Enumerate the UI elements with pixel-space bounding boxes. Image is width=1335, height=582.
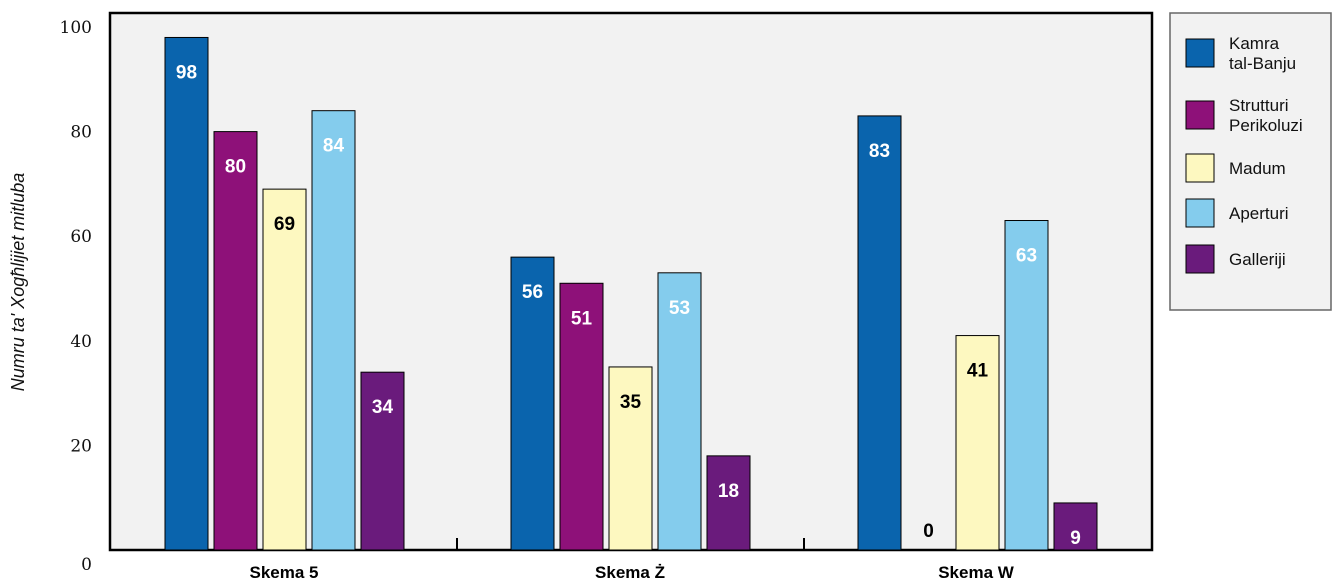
data-label: 18 <box>718 481 739 502</box>
y-axis-label: Numru ta' Xogħlijiet mitluba <box>8 173 28 392</box>
data-label: 63 <box>1016 246 1037 267</box>
bar <box>510 256 555 551</box>
y-tick-label: 20 <box>70 436 92 456</box>
legend-label: Perikoluzi <box>1229 116 1303 135</box>
legend-swatch <box>1185 100 1215 130</box>
y-tick-label: 80 <box>70 123 92 143</box>
bar <box>262 188 307 551</box>
data-label: 9 <box>1070 528 1081 549</box>
legend-label: Strutturi <box>1229 96 1289 115</box>
y-tick-label: 100 <box>60 18 92 38</box>
bar <box>1004 220 1049 551</box>
legend-swatch <box>1185 244 1215 274</box>
legend-swatch <box>1185 198 1215 228</box>
bar <box>164 36 209 551</box>
data-label: 56 <box>522 282 543 303</box>
data-label: 53 <box>669 298 690 319</box>
x-category-label: Skema 5 <box>250 563 319 582</box>
legend-label: tal-Banju <box>1229 54 1296 73</box>
bar <box>311 110 356 551</box>
bar <box>559 282 604 551</box>
data-label: 35 <box>620 392 642 413</box>
bar <box>657 272 702 551</box>
legend-swatch <box>1185 38 1215 68</box>
data-label: 0 <box>923 521 934 542</box>
data-label: 41 <box>967 361 989 382</box>
data-label: 98 <box>176 62 197 83</box>
y-tick-label: 60 <box>70 227 92 247</box>
y-tick-label: 40 <box>70 332 92 352</box>
bar <box>857 115 902 551</box>
data-label: 51 <box>571 308 593 329</box>
data-label: 84 <box>323 136 345 157</box>
legend-label: Aperturi <box>1229 204 1289 223</box>
legend-label: Galleriji <box>1229 250 1286 269</box>
x-category-label: Skema Ż <box>595 563 665 582</box>
bar <box>955 335 1000 551</box>
y-tick-label: 0 <box>81 555 92 575</box>
bar <box>213 131 258 551</box>
legend-label: Madum <box>1229 159 1286 178</box>
legend-swatch <box>1185 153 1215 183</box>
data-label: 34 <box>372 397 394 418</box>
bar <box>608 366 653 551</box>
bar <box>360 371 405 551</box>
data-label: 83 <box>869 141 890 162</box>
bar <box>706 455 751 551</box>
bar <box>1053 502 1098 551</box>
legend-label: Kamra <box>1229 34 1280 53</box>
x-category-label: Skema W <box>938 563 1015 582</box>
data-label: 80 <box>225 157 246 178</box>
data-label: 69 <box>274 214 295 235</box>
